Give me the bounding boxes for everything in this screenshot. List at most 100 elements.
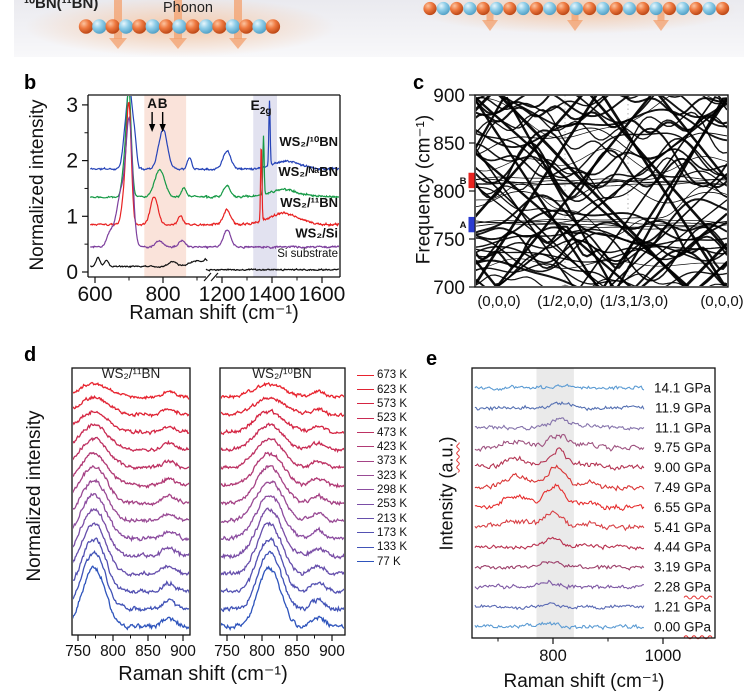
boron-atom (225, 19, 241, 34)
phonon-band (476, 218, 727, 225)
tick-label: 3 (66, 94, 78, 117)
spectrum-curve (205, 148, 339, 228)
series-label: WS₂/ᴺᵃBN (278, 164, 338, 179)
phonon-arrow-icon (567, 20, 583, 31)
nitrogen-atom (185, 19, 200, 34)
tick-label: 800 (433, 182, 465, 203)
pressure-label: 6.55 GPa (654, 500, 712, 515)
temperature-legend: 673 K 623 K 573 K 523 K 473 K 423 K 373 K 323 K… (357, 368, 407, 569)
phonon-band (476, 102, 727, 286)
legend-label: 623 K (377, 383, 408, 396)
plot-frame (219, 367, 346, 636)
phonon-band (476, 219, 727, 238)
boron-atom (649, 1, 663, 16)
pressure-label: 9.00 GPa (654, 460, 712, 475)
kpath-label: (1/3,1/3,0) (600, 293, 668, 310)
nitrogen-atom (556, 1, 570, 16)
phonon-band (476, 96, 727, 286)
nitrogen-atom (583, 1, 597, 16)
pressure-label: 1.21 GPa (654, 599, 712, 614)
mode-marker (468, 216, 475, 233)
temperature-curve (221, 495, 344, 541)
phonon-label: Phonon (163, 0, 213, 16)
spellcheck-squiggle-icon (683, 595, 713, 600)
legend-line-icon (357, 546, 374, 548)
phonon-band (476, 105, 727, 134)
legend-line-icon (357, 561, 374, 563)
panel-label-b: b (24, 72, 37, 94)
panel-d-x-axis-label: Raman shift (cm⁻¹) (118, 663, 288, 685)
phonon-band (476, 223, 727, 230)
temperature-curve (73, 394, 189, 418)
phonon-band (476, 182, 727, 187)
tick-label: 850 (135, 643, 161, 660)
temperature-curve (221, 536, 344, 595)
legend-line-icon (357, 503, 374, 505)
legend-label: 133 K (377, 541, 408, 554)
temperature-curve (73, 464, 189, 507)
pressure-curve (474, 464, 645, 492)
temperature-curve (73, 549, 189, 613)
phonon-band (476, 97, 727, 286)
legend-label: 373 K (377, 455, 408, 468)
pressure-label: 4.44 GPa (654, 540, 712, 555)
temperature-curve (221, 464, 344, 507)
boron-atom (569, 1, 583, 16)
phonon-band (476, 176, 727, 184)
spectrum-curve (89, 101, 208, 227)
temperature-curve (221, 507, 344, 560)
nitrogen-atom (239, 19, 254, 34)
temperature-curve (221, 480, 344, 524)
phonon-band (476, 209, 727, 241)
panel-d-y-axis-label: Normalized intensity (24, 410, 45, 582)
phonon-arrow-icon (653, 20, 669, 31)
panel-label-c: c (413, 72, 425, 94)
legend-line-icon (357, 403, 374, 405)
tick-label: 850 (284, 643, 310, 660)
temperature-curve (221, 451, 344, 489)
temperature-curve (73, 507, 189, 559)
nitrogen-atom (662, 1, 677, 16)
legend-item: 77 K (357, 554, 407, 568)
panel-label-e: e (426, 348, 438, 370)
phonon-band (476, 185, 727, 286)
phonon-arrow-icon (109, 38, 127, 49)
tick-label: 750 (433, 230, 465, 251)
spectra-curves (89, 96, 339, 272)
phonon-band (476, 273, 727, 286)
temperature-raman-chart: 750 800 850 900 750 800 850 900 (65, 367, 346, 660)
phonon-arrow-icon (486, 10, 494, 21)
legend-item: 133 K (357, 540, 407, 554)
temperature-curve (73, 436, 189, 471)
temperature-curve (73, 565, 189, 631)
legend-item: 298 K (357, 483, 407, 497)
phonon-arrow-icon (657, 10, 665, 21)
tick-label: 900 (433, 86, 465, 107)
pressure-curve (474, 383, 645, 392)
boron-atom (172, 19, 187, 34)
phonon-band (476, 194, 727, 245)
legend-label: 213 K (377, 512, 408, 525)
spectrum-curve (90, 256, 208, 269)
pressure-curve (474, 560, 645, 571)
legend-line-icon (357, 432, 374, 434)
tick-label: 0 (66, 261, 78, 284)
temperature-curves (73, 381, 189, 631)
pressure-label: 0.00 GPa (654, 619, 712, 634)
temperature-curve (221, 422, 344, 454)
nitrogen-atom (503, 1, 517, 16)
tick-label: 1200 (199, 283, 246, 306)
tick-label: 900 (170, 643, 196, 660)
boron-atom (702, 1, 716, 16)
panel-d-left-title: WS₂/¹¹BN (101, 366, 161, 381)
temperature-curve (73, 492, 189, 543)
phonon-band (501, 96, 727, 128)
pressure-curve (474, 417, 645, 431)
pressure-label: 11.9 GPa (655, 400, 712, 415)
pressure-label: 9.75 GPa (654, 440, 712, 455)
nitrogen-atom (212, 19, 227, 34)
series-label: WS₂/Si (295, 225, 338, 240)
boron-atom (252, 19, 267, 34)
legend-line-icon (357, 532, 374, 534)
